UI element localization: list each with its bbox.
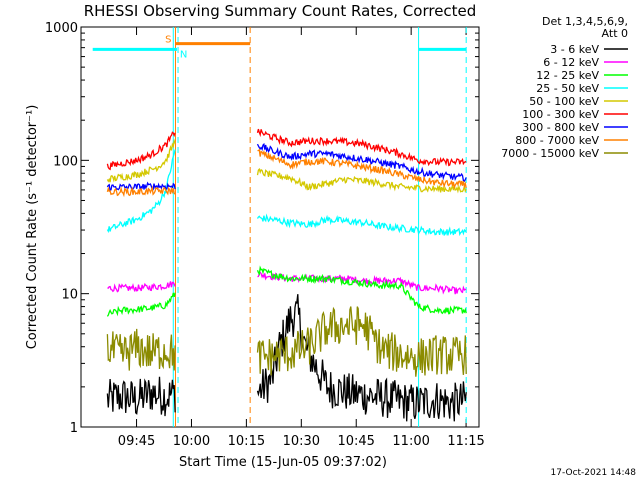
- legend-header-line-1: Det 1,3,4,5,6,9,: [542, 15, 628, 28]
- flag-bars: SN: [92, 35, 467, 60]
- series-line: [257, 271, 467, 295]
- flag-label: S: [165, 35, 171, 46]
- series-line: [106, 328, 176, 371]
- y-tick-label: 100: [53, 154, 78, 169]
- legend-entry-label: 800 - 7000 keV: [515, 134, 599, 147]
- series-line: [107, 281, 176, 293]
- series-line: [106, 138, 176, 183]
- y-axis-label: Corrected Count Rate (s⁻¹ detector⁻¹): [25, 105, 40, 350]
- chart-title: RHESSI Observing Summary Count Rates, Co…: [84, 2, 477, 20]
- series-lines: [106, 128, 467, 422]
- x-tick-label: 11:00: [392, 434, 429, 449]
- legend-header-line-2: Att 0: [602, 27, 628, 40]
- x-tick-label: 10:00: [173, 434, 210, 449]
- series-line: [256, 306, 467, 377]
- series-line: [256, 265, 467, 315]
- legend-entry-label: 3 - 6 keV: [550, 43, 599, 56]
- x-tick-label: 10:30: [283, 434, 320, 449]
- series-line: [256, 294, 467, 422]
- series-line: [256, 213, 467, 237]
- y-axis: 1 10 100 1000: [45, 21, 479, 436]
- y-tick-label: 10: [61, 288, 78, 303]
- y-tick-label: 1000: [45, 21, 78, 36]
- series-line: [257, 148, 467, 190]
- series-line: [106, 149, 176, 234]
- plot-frame: [80, 26, 480, 428]
- timestamp: 17-Oct-2021 14:48: [551, 468, 637, 478]
- legend-entry-label: 6 - 12 keV: [543, 56, 599, 69]
- series-line: [256, 128, 467, 167]
- series-line: [106, 376, 176, 417]
- series-line: [106, 185, 176, 198]
- x-tick-label: 10:15: [228, 434, 265, 449]
- legend-entry-label: 12 - 25 keV: [536, 69, 599, 82]
- x-tick-label: 11:15: [447, 434, 484, 449]
- series-line: [256, 142, 467, 182]
- series-line: [106, 292, 176, 317]
- flag-label: N: [180, 49, 187, 60]
- x-axis-label: Start Time (15-Jun-05 09:37:02): [179, 455, 387, 470]
- x-axis: 09:45 10:00 10:15 10:30 10:45 11:00 11:15: [118, 27, 485, 449]
- legend-entry-label: 50 - 100 keV: [529, 95, 599, 108]
- series-line: [106, 131, 176, 171]
- legend-entry-label: 300 - 800 keV: [522, 121, 599, 134]
- legend-entry-label: 100 - 300 keV: [522, 108, 599, 121]
- series-line: [256, 167, 467, 194]
- y-tick-label: 1: [70, 421, 78, 436]
- x-tick-label: 10:45: [337, 434, 374, 449]
- series-line: [106, 181, 176, 192]
- legend-entry-label: 25 - 50 keV: [536, 82, 599, 95]
- x-tick-label: 09:45: [118, 434, 155, 449]
- legend-entry-label: 7000 - 15000 keV: [501, 147, 599, 160]
